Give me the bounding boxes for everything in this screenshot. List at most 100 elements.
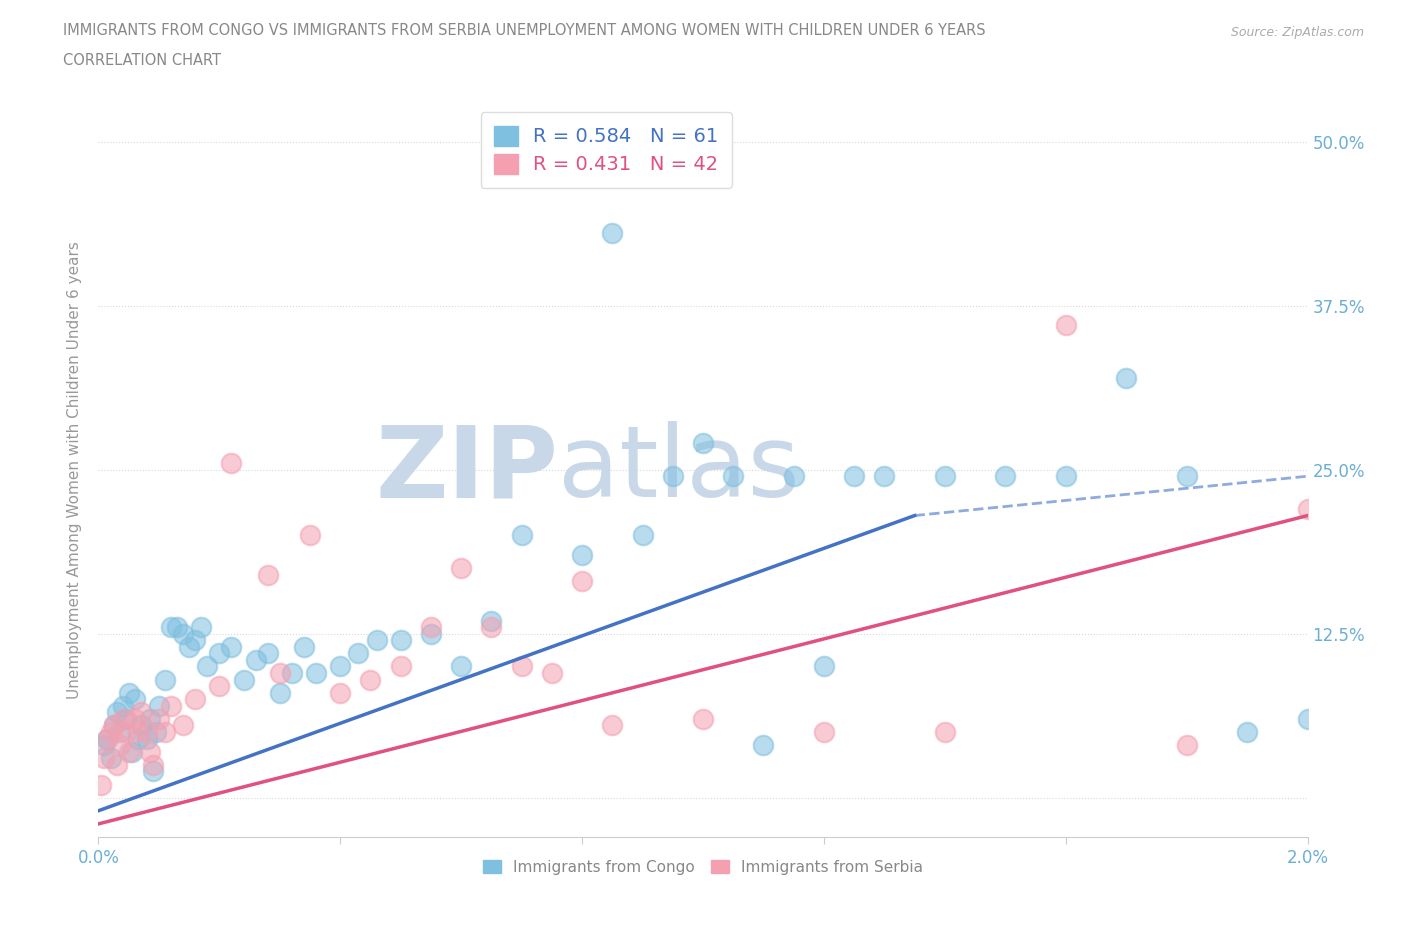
- Point: [1054, 469, 1077, 484]
- Point: [195, 659, 218, 674]
- Point: [873, 469, 896, 484]
- Legend: Immigrants from Congo, Immigrants from Serbia: Immigrants from Congo, Immigrants from S…: [477, 854, 929, 881]
- Point: [540, 666, 562, 681]
- Point: [127, 724, 149, 739]
- Point: [631, 528, 654, 543]
- Point: [160, 698, 183, 713]
- Point: [783, 469, 806, 484]
- Point: [108, 737, 131, 752]
- Point: [129, 718, 152, 733]
- Point: [172, 626, 194, 641]
- Point: [1115, 370, 1137, 385]
- Point: [103, 718, 125, 733]
- Point: [208, 679, 231, 694]
- Point: [1175, 469, 1198, 484]
- Point: [481, 613, 503, 628]
- Point: [118, 744, 141, 759]
- Point: [93, 737, 115, 752]
- Point: [844, 469, 866, 484]
- Point: [190, 619, 212, 634]
- Point: [124, 711, 146, 726]
- Text: IMMIGRANTS FROM CONGO VS IMMIGRANTS FROM SERBIA UNEMPLOYMENT AMONG WOMEN WITH CH: IMMIGRANTS FROM CONGO VS IMMIGRANTS FROM…: [63, 23, 986, 38]
- Point: [142, 757, 165, 772]
- Point: [96, 731, 118, 746]
- Point: [571, 548, 593, 563]
- Point: [360, 672, 382, 687]
- Point: [692, 436, 714, 451]
- Point: [145, 724, 167, 739]
- Point: [329, 659, 352, 674]
- Point: [142, 764, 165, 778]
- Point: [96, 731, 118, 746]
- Point: [139, 744, 162, 759]
- Point: [172, 718, 194, 733]
- Text: atlas: atlas: [558, 421, 800, 518]
- Point: [281, 666, 304, 681]
- Point: [179, 639, 201, 654]
- Point: [208, 645, 231, 660]
- Point: [602, 226, 624, 241]
- Point: [450, 659, 472, 674]
- Point: [184, 632, 207, 647]
- Point: [127, 731, 149, 746]
- Point: [752, 737, 775, 752]
- Point: [221, 456, 243, 471]
- Point: [124, 692, 146, 707]
- Point: [571, 574, 593, 589]
- Point: [299, 528, 322, 543]
- Point: [148, 711, 170, 726]
- Point: [1296, 501, 1319, 516]
- Point: [661, 469, 683, 484]
- Point: [994, 469, 1017, 484]
- Point: [723, 469, 745, 484]
- Point: [347, 645, 370, 660]
- Point: [118, 685, 141, 700]
- Point: [510, 528, 533, 543]
- Point: [1296, 711, 1319, 726]
- Point: [100, 751, 122, 765]
- Point: [813, 659, 835, 674]
- Point: [450, 561, 472, 576]
- Point: [105, 705, 128, 720]
- Point: [90, 777, 112, 792]
- Point: [184, 692, 207, 707]
- Point: [813, 724, 835, 739]
- Point: [221, 639, 243, 654]
- Point: [934, 469, 956, 484]
- Point: [269, 685, 291, 700]
- Point: [114, 711, 136, 726]
- Point: [1236, 724, 1258, 739]
- Point: [232, 672, 254, 687]
- Point: [160, 619, 183, 634]
- Point: [256, 567, 278, 582]
- Point: [481, 619, 503, 634]
- Point: [121, 744, 143, 759]
- Point: [245, 653, 267, 668]
- Point: [105, 757, 128, 772]
- Point: [111, 698, 134, 713]
- Point: [389, 632, 412, 647]
- Point: [148, 698, 170, 713]
- Point: [153, 672, 176, 687]
- Point: [305, 666, 328, 681]
- Point: [129, 705, 152, 720]
- Point: [510, 659, 533, 674]
- Point: [366, 632, 388, 647]
- Point: [269, 666, 291, 681]
- Point: [135, 724, 157, 739]
- Point: [420, 626, 443, 641]
- Text: CORRELATION CHART: CORRELATION CHART: [63, 53, 221, 68]
- Point: [602, 718, 624, 733]
- Point: [329, 685, 352, 700]
- Point: [108, 724, 131, 739]
- Point: [692, 711, 714, 726]
- Point: [93, 751, 115, 765]
- Text: Source: ZipAtlas.com: Source: ZipAtlas.com: [1230, 26, 1364, 39]
- Point: [420, 619, 443, 634]
- Point: [934, 724, 956, 739]
- Point: [1054, 318, 1077, 333]
- Point: [292, 639, 315, 654]
- Y-axis label: Unemployment Among Women with Children Under 6 years: Unemployment Among Women with Children U…: [67, 241, 83, 698]
- Point: [135, 731, 157, 746]
- Point: [256, 645, 278, 660]
